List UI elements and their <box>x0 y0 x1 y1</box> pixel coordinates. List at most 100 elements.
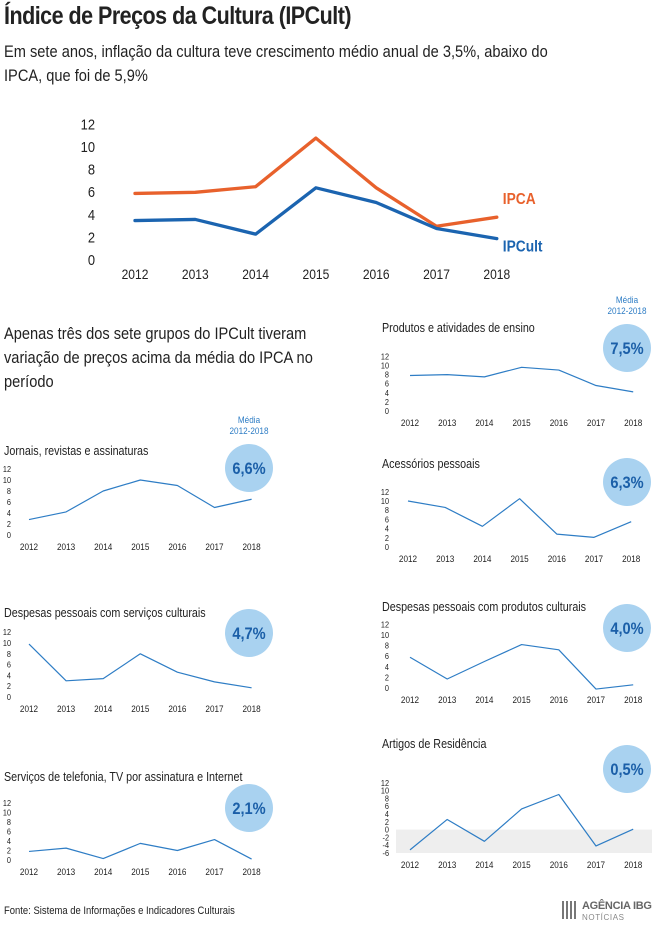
small-x-tick-group: 2014 <box>475 859 493 870</box>
small-y-tick-group: 2 <box>385 673 389 683</box>
small-x-tick-group: 2018 <box>622 553 640 564</box>
logo-line2: NOTÍCIAS <box>582 913 625 922</box>
small-chart-1: Jornais, revistas e assinaturas 024681012… <box>3 414 273 552</box>
main-x-tick: 2016 <box>363 266 390 282</box>
ibge-logo-icon <box>562 901 578 919</box>
media-badge <box>603 604 651 652</box>
small-x-tick: 2013 <box>57 703 75 714</box>
small-x-tick: 2015 <box>513 859 531 870</box>
small-x-tick-group: 2018 <box>243 541 261 552</box>
small-y-tick: 0 <box>385 683 390 693</box>
small-x-tick-group: 2015 <box>131 866 149 877</box>
media-badge-value: 4,7% <box>232 625 265 643</box>
small-y-tick-group: 0 <box>385 406 390 416</box>
small-chart-title: Despesas pessoais com produtos culturais <box>382 600 586 614</box>
small-x-tick-group: 2017 <box>587 694 605 705</box>
small-series-line <box>409 793 634 851</box>
small-x-tick: 2016 <box>550 859 568 870</box>
small-x-tick: 2016 <box>550 417 568 428</box>
main-x-tick: 2012 <box>122 266 149 282</box>
small-x-tick: 2014 <box>94 866 112 877</box>
small-y-tick-group: -4 <box>383 841 390 851</box>
media-label-line1: Média <box>616 294 638 305</box>
small-y-tick-group: 8 <box>385 794 390 804</box>
main-y-tick-group: 12 <box>81 115 96 132</box>
small-chart-title-group: Acessórios pessoais <box>382 457 480 471</box>
small-y-tick-group: 4 <box>385 809 390 819</box>
small-y-tick: 6 <box>385 379 390 389</box>
small-x-tick-group: 2015 <box>513 694 531 705</box>
small-chart-title-group: Produtos e atividades de ensino <box>382 321 535 335</box>
small-x-tick-group: 2013 <box>57 541 75 552</box>
main-x-tick-group: 2015 <box>303 266 330 282</box>
small-y-tick-group: 4 <box>7 836 12 846</box>
media-badge-value-group: 6,3% <box>610 474 643 492</box>
small-y-tick: 2 <box>385 673 389 683</box>
media-badge-value: 6,6% <box>232 460 265 478</box>
main-series-label: IPCA <box>503 190 536 208</box>
small-y-tick-group: 0 <box>7 692 12 702</box>
small-x-tick-group: 2014 <box>475 417 493 428</box>
small-y-tick-group: 2 <box>385 397 389 407</box>
small-x-tick: 2014 <box>473 553 491 564</box>
main-x-tick: 2017 <box>423 266 450 282</box>
negative-values-band <box>396 829 652 853</box>
media-badge <box>225 444 273 492</box>
small-x-tick: 2013 <box>438 417 456 428</box>
small-x-tick-group: 2015 <box>513 417 531 428</box>
main-y-tick: 4 <box>88 206 95 223</box>
small-y-tick: -4 <box>383 841 390 851</box>
small-y-tick: 12 <box>3 464 11 474</box>
main-chart: 0 2 4 6 8 10 12 2012 2013 2014 2015 2016 2017 2018 IPC… <box>81 115 543 282</box>
main-y-tick: 6 <box>88 183 95 200</box>
main-y-tick-group: 0 <box>88 251 95 268</box>
small-x-tick: 2012 <box>20 703 38 714</box>
small-x-tick: 2014 <box>475 694 493 705</box>
small-x-tick: 2018 <box>243 866 261 877</box>
small-x-tick: 2017 <box>205 541 223 552</box>
media-badge <box>603 324 651 372</box>
small-y-tick-group: 4 <box>385 388 390 398</box>
small-y-tick: -2 <box>383 833 389 843</box>
small-x-tick-group: 2014 <box>94 703 112 714</box>
small-y-tick: 4 <box>7 671 12 681</box>
small-x-tick-group: 2016 <box>550 694 568 705</box>
small-x-tick-group: 2017 <box>205 703 223 714</box>
small-x-tick: 2016 <box>168 541 186 552</box>
media-badge-value-group: 2,1% <box>232 800 265 818</box>
main-y-tick: 12 <box>81 115 96 132</box>
small-x-tick-group: 2014 <box>94 866 112 877</box>
small-x-tick-group: 2015 <box>511 553 529 564</box>
media-badge-value-group: 0,5% <box>610 761 643 779</box>
small-y-tick-group: 10 <box>381 786 390 796</box>
small-y-tick: 10 <box>381 786 390 796</box>
small-y-tick: 0 <box>385 406 390 416</box>
main-x-tick: 2015 <box>303 266 330 282</box>
main-y-tick: 0 <box>88 251 95 268</box>
small-y-tick: 12 <box>3 628 11 638</box>
small-y-tick: 2 <box>7 682 11 692</box>
small-y-tick: 4 <box>7 508 12 518</box>
small-y-tick: 8 <box>385 794 390 804</box>
small-chart-title-group: Despesas pessoais com produtos culturais <box>382 600 586 614</box>
small-y-tick: 2 <box>385 817 389 827</box>
small-x-tick: 2012 <box>20 541 38 552</box>
media-badge-value: 2,1% <box>232 800 265 818</box>
small-series-line <box>409 366 634 393</box>
media-badge <box>225 609 273 657</box>
small-y-tick-group: 2 <box>7 682 11 692</box>
main-series-label-group: IPCult <box>503 238 543 256</box>
main-y-tick: 8 <box>88 161 95 178</box>
small-x-tick-group: 2018 <box>624 859 642 870</box>
small-series-line <box>28 643 252 689</box>
small-x-tick-group: 2013 <box>438 859 456 870</box>
small-x-tick: 2018 <box>243 703 261 714</box>
small-x-tick-group: 2017 <box>205 866 223 877</box>
main-y-tick-group: 8 <box>88 161 95 178</box>
small-y-tick-group: 4 <box>7 508 12 518</box>
small-y-tick: 10 <box>3 808 12 818</box>
small-y-tick-group: 12 <box>381 778 389 788</box>
small-x-tick: 2014 <box>94 703 112 714</box>
small-x-tick-group: 2014 <box>94 541 112 552</box>
